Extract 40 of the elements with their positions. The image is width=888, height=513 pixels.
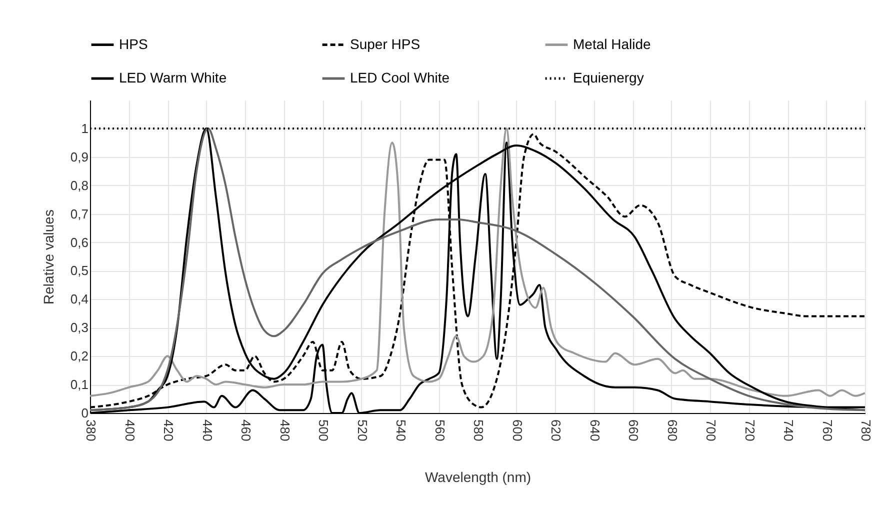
y-tick-label: 0,8 xyxy=(70,178,88,193)
legend-label: Super HPS xyxy=(350,36,420,52)
legend-label: Metal Halide xyxy=(573,36,652,52)
x-tick-label: 740 xyxy=(781,420,796,442)
x-tick-label: 700 xyxy=(704,420,718,442)
x-tick-label: 460 xyxy=(238,420,254,442)
x-tick-label: 500 xyxy=(316,420,331,442)
x-tick-label: 660 xyxy=(626,420,641,442)
x-tick-label: 520 xyxy=(354,420,370,442)
legend-label: Equienergy xyxy=(573,70,644,86)
x-tick-label: 580 xyxy=(471,420,486,442)
y-tick-label: 0,3 xyxy=(70,320,88,336)
x-tick-label: 440 xyxy=(200,420,215,442)
y-tick-label: 1 xyxy=(81,120,88,136)
legend-label: HPS xyxy=(119,36,148,52)
y-tick-label: 0,6 xyxy=(70,234,88,250)
y-tick-label: 0,4 xyxy=(70,292,88,307)
x-tick-label: 560 xyxy=(432,420,448,442)
y-tick-label: 0,2 xyxy=(70,348,88,364)
x-tick-label: 620 xyxy=(548,420,564,442)
y-tick-label: 0 xyxy=(81,406,88,420)
x-tick-label: 720 xyxy=(742,420,758,442)
x-tick-label: 780 xyxy=(858,420,874,442)
x-tick-label: 420 xyxy=(161,420,176,442)
legend-label: LED Warm White xyxy=(119,70,227,86)
x-axis-title: Wavelength (nm) xyxy=(424,469,532,486)
x-tick-label: 400 xyxy=(122,420,138,442)
x-tick-label: 680 xyxy=(664,420,680,442)
legend-label: LED Cool White xyxy=(350,70,450,86)
x-tick-label: 480 xyxy=(277,420,292,442)
y-axis-title: Relative values xyxy=(40,210,56,304)
y-tick-label: 0,9 xyxy=(70,149,88,164)
x-tick-label: 600 xyxy=(510,420,525,442)
y-tick-label: 0,7 xyxy=(70,206,88,222)
x-tick-label: 640 xyxy=(587,420,602,442)
y-tick-label: 0,1 xyxy=(70,377,88,392)
x-tick-label: 760 xyxy=(820,420,835,442)
x-tick-label: 540 xyxy=(394,420,408,442)
y-tick-label: 0,5 xyxy=(70,263,88,278)
x-tick-label: 380 xyxy=(84,420,98,442)
